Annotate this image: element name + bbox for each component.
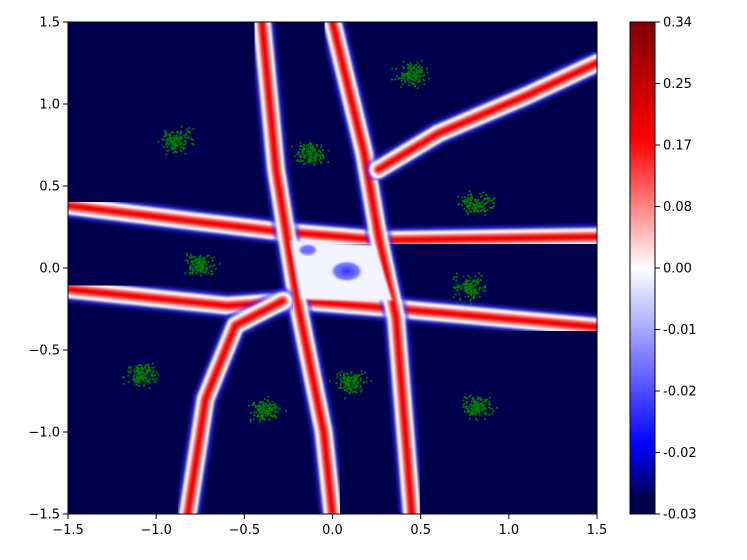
colorbar: 0.34 0.25 0.17 0.08 0.00 -0.01 -0.02 -0.02 -0.03 (629, 16, 697, 523)
scatter-cluster-6 (122, 362, 160, 390)
scatter-cluster-7 (328, 369, 373, 400)
x-tick-label: −1.5 (52, 523, 84, 538)
y-tick-label: 1.5 (39, 16, 60, 31)
colorbar-gradient (630, 22, 655, 514)
x-tick-label: 1.5 (587, 523, 608, 538)
colorbar-tick-label: -0.03 (663, 508, 697, 523)
center-region (290, 240, 393, 301)
plot-area: −1.5 −1.0 −0.5 0.0 0.5 1.0 1.5 −1.5 −1.0 −0.5 0.0… (28, 16, 607, 539)
ridge-3 (319, 22, 425, 514)
x-axis: −1.5 −1.0 −0.5 0.0 0.5 1.0 1.5 (52, 514, 607, 538)
negative-blob-small (299, 244, 316, 255)
y-tick-label: −1.5 (28, 508, 60, 523)
scatter-cluster-3 (457, 190, 496, 216)
x-tick-label: 0.0 (322, 523, 343, 538)
scatter-cluster-5 (452, 272, 487, 305)
x-tick-label: 0.5 (410, 523, 431, 538)
colorbar-tick-label: 0.00 (663, 262, 692, 277)
colorbar-tick-label: 0.17 (663, 139, 692, 154)
ridge-5 (174, 287, 297, 514)
ridge-4 (365, 50, 597, 183)
colorbar-tick-label: -0.02 (663, 385, 697, 400)
scatter-cluster-9 (462, 394, 498, 422)
y-tick-label: −0.5 (28, 344, 60, 359)
y-tick-label: 0.5 (39, 180, 60, 195)
negative-blob (328, 259, 365, 283)
colorbar-tick-label: 0.34 (663, 16, 692, 31)
y-axis: −1.5 −1.0 −0.5 0.0 0.5 1.0 1.5 (28, 16, 68, 523)
x-tick-label: −1.0 (140, 523, 172, 538)
colorbar-tick-label: -0.02 (663, 446, 697, 461)
colorbar-tick-label: 0.08 (663, 200, 692, 215)
y-tick-label: −1.0 (28, 426, 60, 441)
scatter-cluster-4 (184, 252, 221, 277)
x-tick-label: −0.5 (229, 523, 261, 538)
colorbar-tick-label: -0.01 (663, 323, 697, 338)
colorbar-ticks: 0.34 0.25 0.17 0.08 0.00 -0.01 -0.02 -0.02 -0.03 (655, 16, 697, 523)
ridge-2 (249, 22, 346, 514)
heatmap-layer (68, 22, 597, 514)
scatter-cluster-0 (390, 59, 431, 90)
scatter-layer (122, 59, 498, 423)
scatter-cluster-8 (248, 395, 288, 423)
scatter-cluster-1 (157, 125, 195, 156)
scatter-cluster-2 (291, 141, 330, 166)
colorbar-tick-label: 0.25 (663, 77, 692, 92)
x-tick-label: 1.0 (498, 523, 519, 538)
y-tick-label: 1.0 (39, 98, 60, 113)
y-tick-label: 0.0 (39, 262, 60, 277)
